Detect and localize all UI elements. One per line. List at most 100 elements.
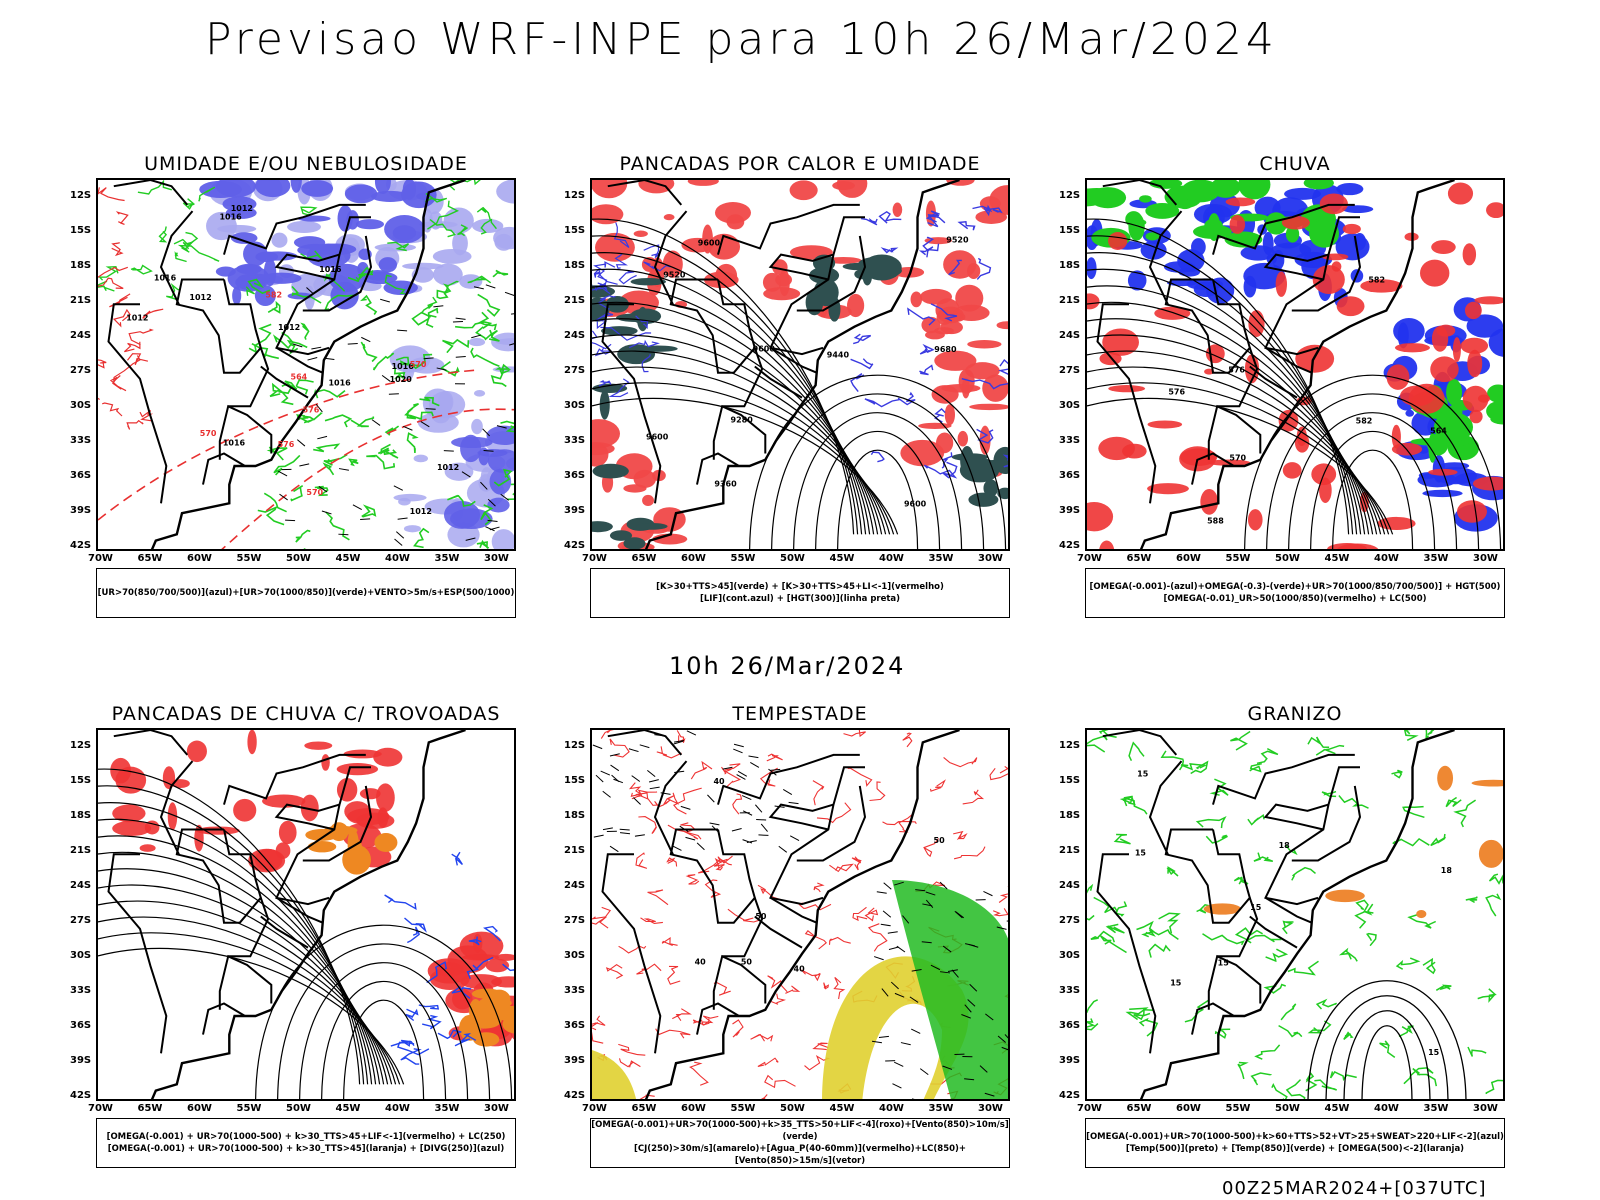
contour-line (867, 923, 888, 952)
contour-line (1234, 927, 1263, 944)
contour-line (1430, 833, 1446, 847)
contour-line (1467, 1046, 1487, 1057)
contour-line (98, 187, 125, 202)
wind-vector (902, 915, 910, 924)
field-blob (967, 340, 1002, 349)
contour-line (927, 210, 940, 228)
lon-tick-label: 70W (88, 1103, 113, 1114)
wind-vector (756, 818, 767, 821)
lon-tick-label: 30W (484, 1103, 509, 1114)
lon-tick-label: 55W (730, 1103, 756, 1114)
state-border (1249, 365, 1298, 399)
contour-line (102, 402, 123, 417)
wind-vector (750, 761, 760, 768)
lat-tick-label: 39S (70, 505, 92, 516)
field-blob (1342, 205, 1374, 214)
field-blob (1087, 257, 1097, 280)
field-blob (592, 521, 613, 533)
field-blob (1430, 356, 1459, 383)
field-blob (983, 479, 999, 497)
lat-tick-label: 12S (564, 740, 586, 751)
streamlines (98, 768, 513, 1099)
wind-vector (939, 881, 948, 890)
field-blob (1225, 197, 1256, 207)
field-blob (1285, 225, 1300, 243)
lat-tick-label: 15S (564, 225, 586, 236)
lon-tick-label: 45W (829, 1103, 855, 1114)
lat-tick-label: 42S (1059, 1090, 1081, 1101)
wind-vector (425, 408, 436, 410)
field-blob (485, 958, 510, 973)
contour-line (798, 902, 832, 911)
contour-line (919, 364, 934, 376)
wind-vector (680, 805, 691, 810)
wind-vector (318, 485, 328, 493)
field-blob (599, 390, 610, 420)
contour-line (1087, 999, 1099, 1014)
lat-tick-label: 30S (70, 950, 92, 961)
field-blob (413, 454, 428, 463)
lon-tick-label: 40W (879, 553, 904, 564)
state-border (113, 730, 189, 756)
field-blob (1464, 301, 1482, 320)
field-blob (1460, 337, 1489, 354)
contour-line (1315, 998, 1338, 1010)
field-blob (592, 383, 628, 394)
wind-vector (394, 538, 403, 546)
field-blob (370, 190, 410, 202)
field-blob (592, 463, 629, 479)
contour-line (689, 1061, 709, 1086)
contour-line (467, 275, 492, 284)
field-blob (493, 226, 514, 250)
state-border (159, 760, 194, 855)
field-blob (112, 804, 146, 823)
contour-label: 570 (1229, 454, 1246, 463)
contour-line (989, 767, 1008, 781)
wind-vector (395, 531, 405, 539)
contour-line (269, 382, 283, 398)
wind-vector (788, 801, 799, 805)
field-blob (1087, 188, 1116, 196)
lon-tick-label: 35W (928, 1103, 954, 1114)
legend-box: [OMEGA(-0.001)-(azul)+OMEGA(-0.3)-(verde… (1085, 568, 1505, 618)
contour-line (656, 746, 682, 759)
wind-vector (894, 992, 905, 998)
lat-tick-label: 30S (564, 400, 586, 411)
wind-vector (748, 755, 759, 759)
wind-vector (881, 988, 889, 997)
contour-label: 576 (278, 440, 295, 449)
lat-tick-label: 42S (564, 1090, 586, 1101)
contour-line (1087, 734, 1108, 753)
contour-label: 582 (1356, 417, 1373, 426)
contour-line (413, 527, 430, 549)
lat-tick-label: 12S (70, 190, 92, 201)
field-blob (259, 251, 298, 261)
contour-label: 50 (934, 836, 946, 845)
panel-title: GRANIZO (1247, 703, 1343, 725)
field-blob (262, 794, 306, 808)
contour-line (1087, 881, 1094, 894)
contour-line (442, 338, 470, 354)
field-blob (344, 184, 378, 204)
field-blob (1456, 500, 1487, 523)
wind-vector (979, 1065, 988, 1073)
contour-line (943, 756, 978, 768)
contour-line (598, 379, 612, 387)
field-blob (989, 185, 1008, 215)
lon-tick-label: 50W (780, 1103, 805, 1114)
lon-tick-label: 30W (978, 1103, 1003, 1114)
state-border (601, 853, 662, 1054)
wind-vector (473, 286, 484, 290)
contour-line (128, 328, 154, 346)
wind-vector (296, 439, 306, 447)
field-blob (336, 778, 358, 802)
legend-box: [OMEGA(-0.001)+UR>70(1000-500)+k>35_TTS>… (590, 1118, 1010, 1168)
contour-line (393, 367, 406, 380)
state-border (1264, 896, 1313, 924)
contour-line (618, 1058, 641, 1068)
field-blob (346, 210, 359, 230)
field-blob (1224, 231, 1263, 248)
contour-line (608, 378, 630, 398)
lat-tick-label: 30S (1059, 950, 1081, 961)
lat-tick-label: 42S (564, 540, 586, 551)
